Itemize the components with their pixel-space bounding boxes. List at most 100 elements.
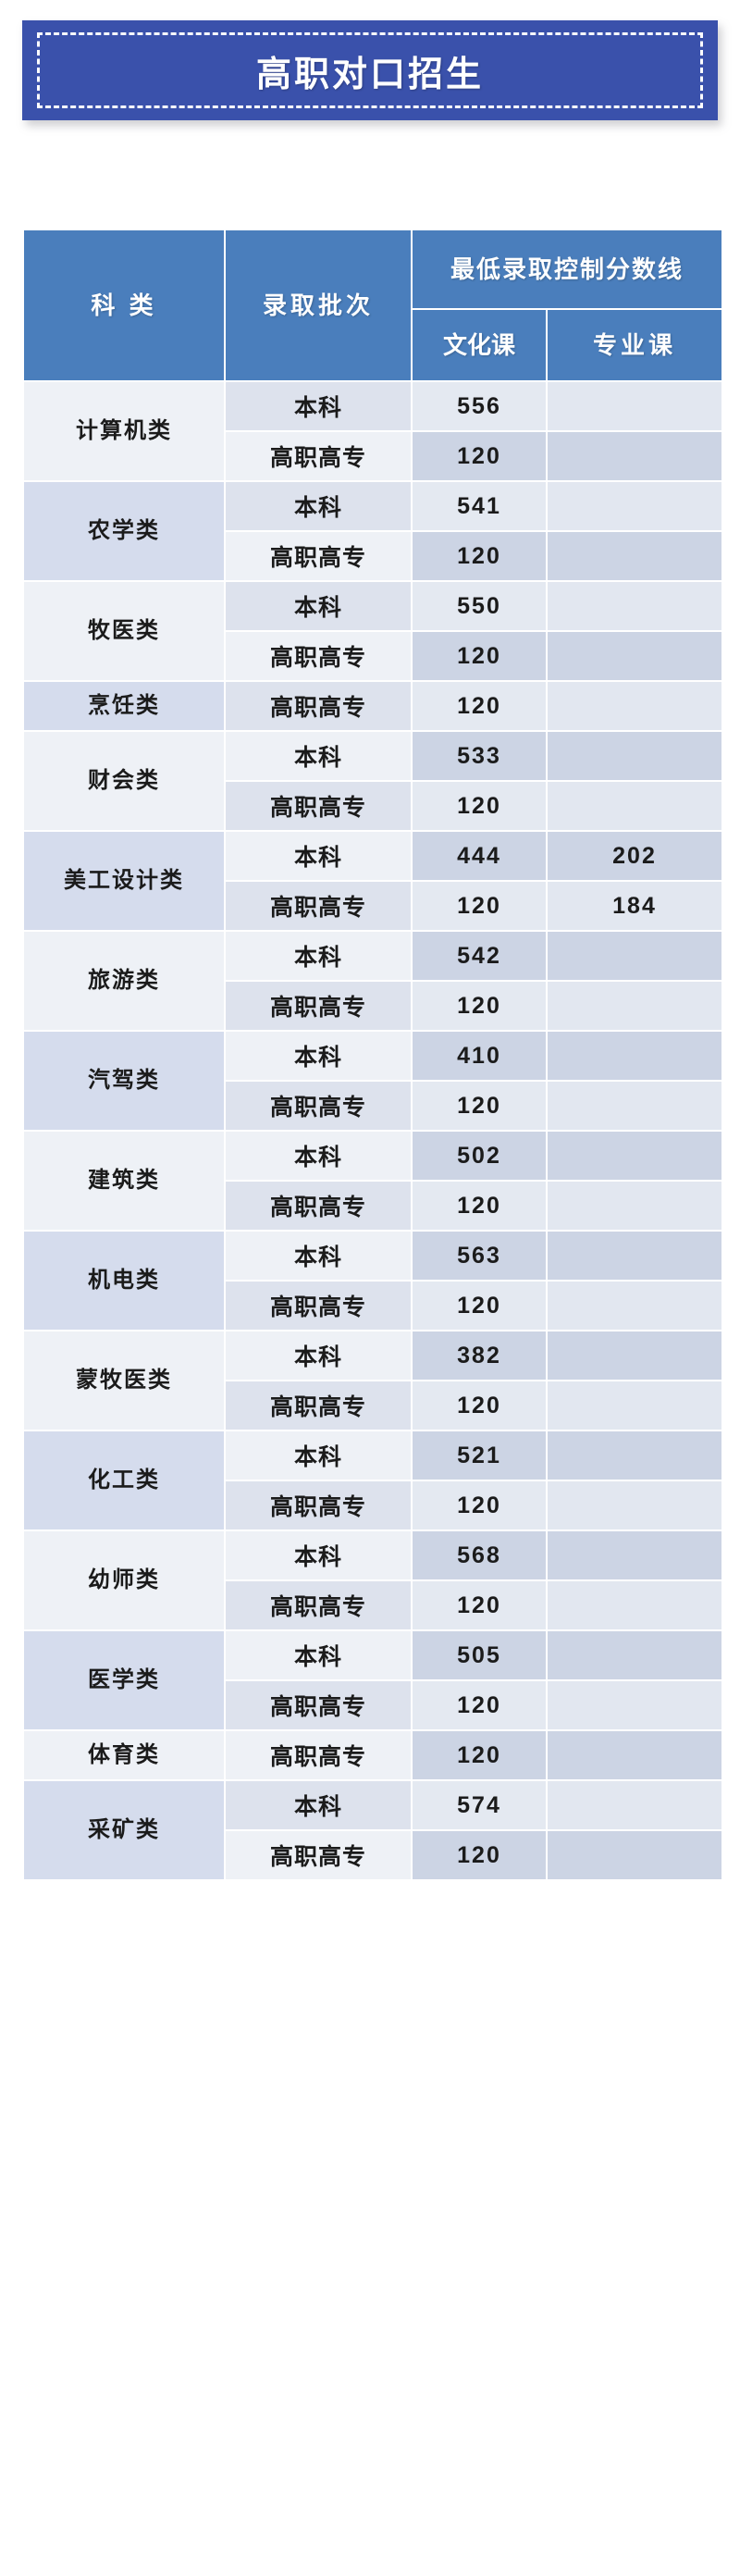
cell-category: 汽驾类 [24, 1032, 224, 1130]
cell-major-score [548, 1232, 722, 1280]
cell-batch: 本科 [226, 482, 411, 530]
cell-culture-score: 120 [413, 1082, 546, 1130]
cell-batch: 高职高专 [226, 682, 411, 730]
cell-category: 幼师类 [24, 1531, 224, 1629]
cell-major-score [548, 682, 722, 730]
cell-major-score [548, 1731, 722, 1779]
table-row: 高职高专 120 [24, 1831, 722, 1879]
cell-major-score [548, 1681, 722, 1729]
cell-culture-score: 541 [413, 482, 546, 530]
table-row: 旅游类 本科 542 [24, 932, 722, 1030]
cell-category: 机电类 [24, 1232, 224, 1330]
cell-culture-score: 550 [413, 582, 546, 630]
cell-culture-score: 542 [413, 932, 546, 980]
table-row: 高职高专 120 [24, 1082, 722, 1130]
col-header-culture: 文化课 [413, 310, 546, 380]
cell-culture-score: 556 [413, 382, 546, 430]
page-title: 高职对口招生 [255, 55, 484, 94]
cell-major-score [548, 482, 722, 530]
cell-culture-score: 120 [413, 632, 546, 680]
cell-culture-score: 521 [413, 1431, 546, 1480]
table-row: 高职高专 120 [24, 432, 722, 480]
score-table-wrapper: 科 类 录取批次 最低录取控制分数线 文化课 专业课 计算机类 本科 556 高职高专… [22, 229, 723, 1881]
cell-batch: 高职高专 [226, 882, 411, 930]
cell-category: 采矿类 [24, 1781, 224, 1879]
cell-batch: 高职高专 [226, 782, 411, 830]
cell-culture-score: 120 [413, 1731, 546, 1779]
cell-category: 建筑类 [24, 1132, 224, 1230]
cell-batch: 本科 [226, 732, 411, 780]
cell-batch: 高职高专 [226, 1681, 411, 1729]
cell-batch: 本科 [226, 1232, 411, 1280]
cell-culture-score: 120 [413, 1381, 546, 1430]
cell-major-score [548, 432, 722, 480]
cell-culture-score: 120 [413, 782, 546, 830]
cell-culture-score: 120 [413, 882, 546, 930]
cell-major-score [548, 1581, 722, 1629]
col-header-score-group: 最低录取控制分数线 [413, 230, 722, 308]
cell-culture-score: 120 [413, 1182, 546, 1230]
table-row: 高职高专 120 [24, 1182, 722, 1230]
cell-major-score [548, 582, 722, 630]
cell-category: 蒙牧医类 [24, 1331, 224, 1430]
cell-category: 旅游类 [24, 932, 224, 1030]
cell-major-score [548, 1082, 722, 1130]
cell-major-score [548, 1331, 722, 1380]
cell-batch: 本科 [226, 1132, 411, 1180]
cell-batch: 本科 [226, 1631, 411, 1679]
cell-category: 美工设计类 [24, 832, 224, 930]
score-table: 科 类 录取批次 最低录取控制分数线 文化课 专业课 计算机类 本科 556 高职高专… [22, 229, 723, 1881]
table-row: 汽驾类 本科 410 [24, 1032, 722, 1130]
table-row: 计算机类 本科 556 [24, 382, 722, 480]
cell-culture-score: 505 [413, 1631, 546, 1679]
cell-culture-score: 382 [413, 1331, 546, 1380]
cell-culture-score: 120 [413, 1581, 546, 1629]
cell-major-score [548, 732, 722, 780]
table-row: 高职高专 120 [24, 532, 722, 580]
table-head: 科 类 录取批次 最低录取控制分数线 文化课 专业课 [24, 230, 722, 380]
table-row: 高职高专 120 [24, 1282, 722, 1330]
cell-category: 医学类 [24, 1631, 224, 1729]
cell-batch: 本科 [226, 1781, 411, 1829]
cell-category: 牧医类 [24, 582, 224, 680]
cell-culture-score: 502 [413, 1132, 546, 1180]
cell-batch: 高职高专 [226, 532, 411, 580]
title-banner: 高职对口招生 [22, 20, 718, 120]
cell-major-score [548, 632, 722, 680]
cell-category: 财会类 [24, 732, 224, 830]
cell-culture-score: 120 [413, 682, 546, 730]
cell-major-score [548, 1531, 722, 1579]
cell-major-score [548, 1781, 722, 1829]
cell-culture-score: 533 [413, 732, 546, 780]
cell-category: 农学类 [24, 482, 224, 580]
table-row: 高职高专 120 [24, 1381, 722, 1430]
header-row-sub: 文化课 专业课 [24, 310, 722, 380]
cell-culture-score: 410 [413, 1032, 546, 1080]
table-row: 美工设计类 本科 444 202 [24, 832, 722, 930]
table-row: 烹饪类 高职高专 120 [24, 682, 722, 730]
table-row: 机电类 本科 563 [24, 1232, 722, 1330]
cell-batch: 高职高专 [226, 1082, 411, 1130]
cell-batch: 高职高专 [226, 1282, 411, 1330]
cell-batch: 高职高专 [226, 1481, 411, 1530]
cell-culture-score: 120 [413, 982, 546, 1030]
cell-culture-score: 120 [413, 1681, 546, 1729]
cell-major-score [548, 1831, 722, 1879]
cell-culture-score: 120 [413, 1282, 546, 1330]
header-row-top: 科 类 录取批次 最低录取控制分数线 [24, 230, 722, 380]
table-row: 蒙牧医类 本科 382 [24, 1331, 722, 1430]
col-header-major: 专业课 [548, 310, 722, 380]
cell-batch: 高职高专 [226, 1182, 411, 1230]
cell-major-score [548, 1132, 722, 1180]
col-header-category: 科 类 [24, 230, 224, 380]
cell-major-score: 184 [548, 882, 722, 930]
table-row: 财会类 本科 533 [24, 732, 722, 830]
cell-batch: 本科 [226, 1032, 411, 1080]
cell-batch: 本科 [226, 382, 411, 430]
cell-batch: 高职高专 [226, 632, 411, 680]
table-row: 高职高专 120 [24, 1681, 722, 1729]
cell-culture-score: 574 [413, 1781, 546, 1829]
table-row: 高职高专 120 [24, 982, 722, 1030]
table-row: 体育类 高职高专 120 [24, 1731, 722, 1779]
